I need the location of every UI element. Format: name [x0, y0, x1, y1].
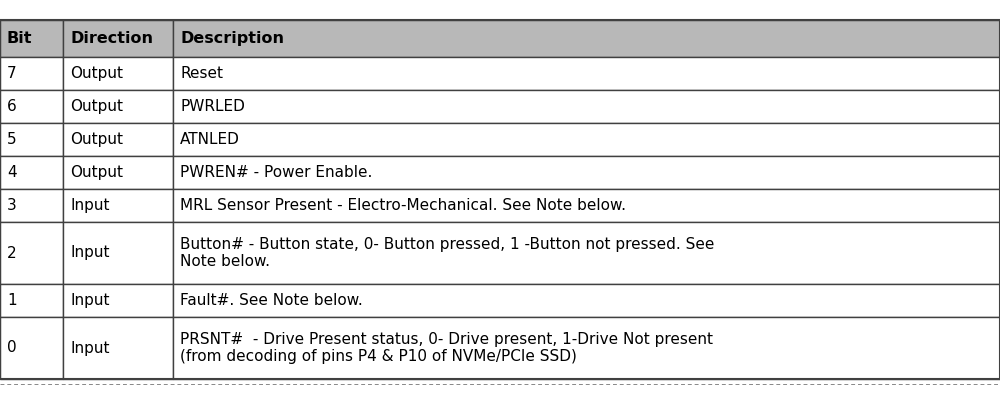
- Text: Reset: Reset: [180, 66, 223, 81]
- Text: Bit: Bit: [7, 31, 32, 46]
- Bar: [0, 90, 63, 123]
- Bar: [63, 189, 173, 222]
- Bar: [63, 317, 173, 379]
- Bar: [63, 284, 173, 317]
- Bar: [173, 20, 1000, 57]
- Bar: [63, 156, 173, 189]
- Bar: [173, 222, 1000, 284]
- Text: Output: Output: [70, 99, 123, 114]
- Text: Input: Input: [70, 340, 110, 356]
- Text: PWRLED: PWRLED: [180, 99, 245, 114]
- Bar: [173, 317, 1000, 379]
- Bar: [0, 156, 63, 189]
- Text: MRL Sensor Present - Electro-Mechanical. See Note below.: MRL Sensor Present - Electro-Mechanical.…: [180, 198, 626, 213]
- Bar: [173, 123, 1000, 156]
- Bar: [0, 20, 63, 57]
- Bar: [0, 20, 1000, 379]
- Bar: [0, 57, 63, 90]
- Bar: [0, 222, 63, 284]
- Bar: [173, 57, 1000, 90]
- Bar: [173, 189, 1000, 222]
- Text: 4: 4: [7, 165, 17, 180]
- Text: Output: Output: [70, 66, 123, 81]
- Text: Note below.: Note below.: [180, 254, 270, 269]
- Text: ATNLED: ATNLED: [180, 132, 240, 147]
- Text: 7: 7: [7, 66, 17, 81]
- Text: 6: 6: [7, 99, 17, 114]
- Text: 1: 1: [7, 293, 17, 308]
- Bar: [173, 90, 1000, 123]
- Text: Output: Output: [70, 132, 123, 147]
- Text: Input: Input: [70, 198, 110, 213]
- Bar: [0, 317, 63, 379]
- Text: Input: Input: [70, 245, 110, 261]
- Text: 0: 0: [7, 340, 17, 356]
- Text: Output: Output: [70, 165, 123, 180]
- Bar: [0, 284, 63, 317]
- Bar: [63, 20, 173, 57]
- Bar: [63, 123, 173, 156]
- Bar: [0, 189, 63, 222]
- Bar: [173, 156, 1000, 189]
- Text: 5: 5: [7, 132, 17, 147]
- Text: 3: 3: [7, 198, 17, 213]
- Bar: [0, 123, 63, 156]
- Text: Direction: Direction: [70, 31, 153, 46]
- Bar: [63, 222, 173, 284]
- Bar: [173, 284, 1000, 317]
- Bar: [63, 57, 173, 90]
- Text: PRSNT#  - Drive Present status, 0- Drive present, 1-Drive Not present: PRSNT# - Drive Present status, 0- Drive …: [180, 332, 713, 347]
- Text: Description: Description: [180, 31, 284, 46]
- Bar: [63, 90, 173, 123]
- Text: Button# - Button state, 0- Button pressed, 1 -Button not pressed. See: Button# - Button state, 0- Button presse…: [180, 237, 714, 252]
- Text: Input: Input: [70, 293, 110, 308]
- Text: 2: 2: [7, 245, 17, 261]
- Text: PWREN# - Power Enable.: PWREN# - Power Enable.: [180, 165, 372, 180]
- Text: Fault#. See Note below.: Fault#. See Note below.: [180, 293, 363, 308]
- Text: (from decoding of pins P4 & P10 of NVMe/PCIe SSD): (from decoding of pins P4 & P10 of NVMe/…: [180, 349, 577, 364]
